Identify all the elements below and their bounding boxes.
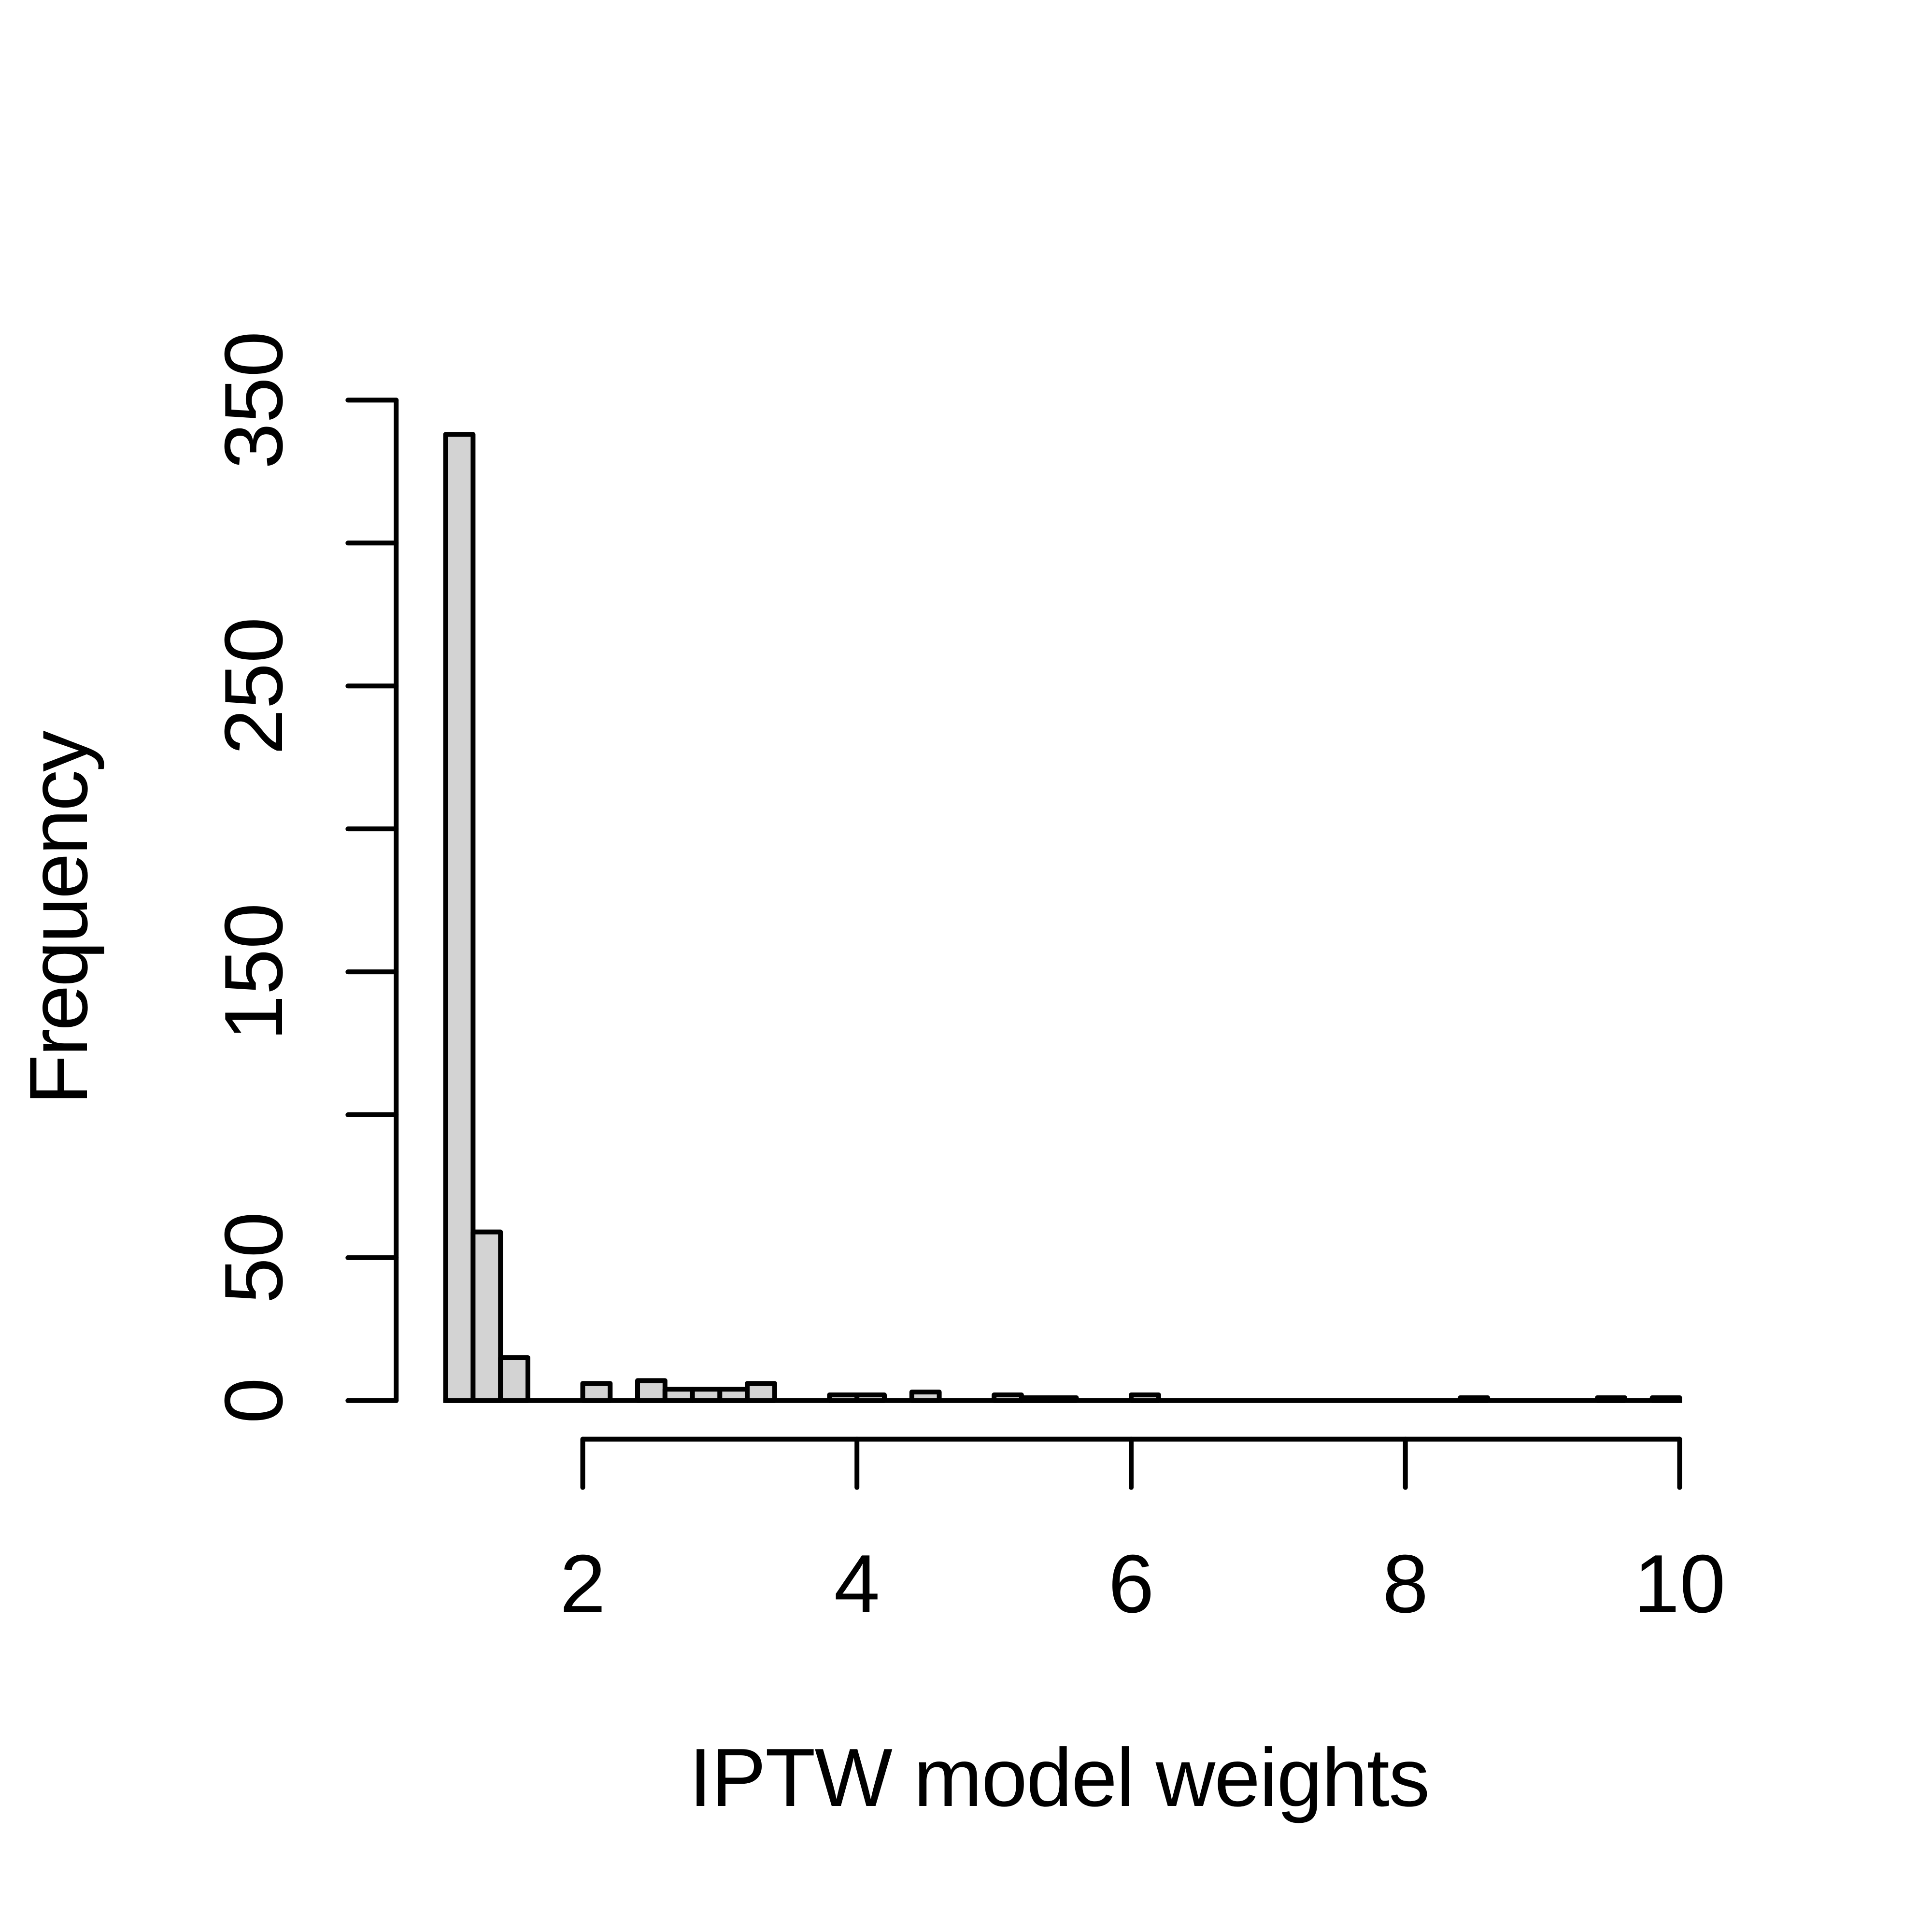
svg-text:250: 250 — [208, 617, 300, 755]
svg-text:6: 6 — [1108, 1538, 1154, 1630]
svg-text:8: 8 — [1382, 1538, 1428, 1630]
svg-text:10: 10 — [1634, 1538, 1725, 1630]
svg-text:Frequency: Frequency — [13, 730, 105, 1105]
svg-text:2: 2 — [560, 1538, 606, 1630]
svg-text:350: 350 — [208, 331, 300, 469]
svg-text:50: 50 — [208, 1212, 300, 1304]
svg-text:0: 0 — [208, 1378, 300, 1423]
svg-text:IPTW model weights: IPTW model weights — [689, 1732, 1429, 1824]
svg-text:4: 4 — [834, 1538, 880, 1630]
svg-text:150: 150 — [208, 903, 300, 1040]
